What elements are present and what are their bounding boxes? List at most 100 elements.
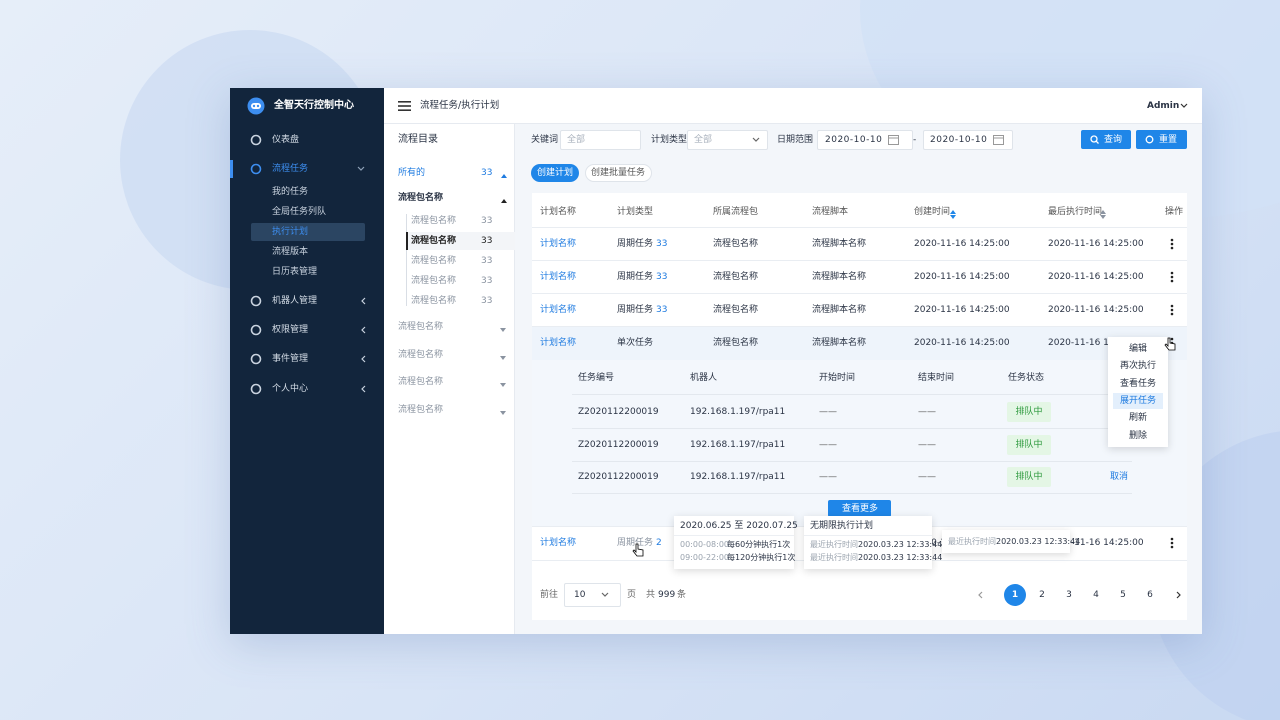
menu-icon bbox=[250, 353, 262, 365]
chevron bbox=[360, 326, 368, 334]
create-button[interactable] bbox=[531, 164, 579, 182]
created-time: 2020-11-16 14:25:00 bbox=[914, 305, 1010, 315]
chevron bbox=[1180, 102, 1188, 110]
last-time: 2020-11-16 14:25:00 bbox=[1048, 305, 1144, 315]
tree-group[interactable]: 流程包名称 bbox=[398, 404, 444, 415]
logo bbox=[247, 97, 265, 115]
sub-divider bbox=[572, 493, 1132, 494]
menu-toggle bbox=[398, 101, 411, 111]
submenu-item[interactable]: 全局任务列队 bbox=[272, 207, 327, 217]
tree-group[interactable]: 流程包名称 bbox=[398, 377, 444, 387]
row-divider bbox=[532, 326, 1187, 327]
plan-count: 33 bbox=[656, 305, 668, 315]
search-button[interactable] bbox=[1081, 130, 1131, 149]
tooltip-rule: 每60分钟执行1次 bbox=[727, 540, 791, 549]
plan-type: 周期任务 bbox=[617, 272, 654, 282]
plan-name[interactable]: 计划名称 bbox=[540, 305, 577, 315]
tree-item[interactable]: 流程包名称 bbox=[411, 256, 457, 266]
page-number[interactable]: 6 bbox=[1147, 590, 1153, 600]
package: 流程包名称 bbox=[713, 272, 759, 282]
submenu-item[interactable]: 日历表管理 bbox=[272, 267, 318, 277]
plan-name[interactable]: 计划名称 bbox=[540, 239, 577, 249]
input[interactable] bbox=[923, 130, 1013, 150]
date-value: 2020-10-10 bbox=[930, 135, 988, 145]
tree-item[interactable]: 流程包名称 bbox=[411, 276, 457, 286]
sub-header: 开始时间 bbox=[819, 373, 856, 383]
tooltip-label: 最近执行时间 bbox=[810, 553, 858, 562]
total-prefix: 共 bbox=[646, 590, 656, 600]
tooltip bbox=[674, 516, 794, 569]
chevron bbox=[977, 591, 985, 599]
script: 流程脚本名称 bbox=[812, 272, 867, 282]
more-label[interactable]: 查看更多 bbox=[841, 504, 879, 514]
plan-count: 33 bbox=[656, 272, 668, 282]
caret bbox=[500, 408, 506, 415]
tree-count: 33 bbox=[481, 216, 493, 226]
tree-group[interactable]: 流程包名称 bbox=[398, 322, 444, 332]
caret bbox=[950, 207, 956, 214]
tree-all[interactable]: 所有的 bbox=[398, 168, 426, 178]
input[interactable] bbox=[560, 130, 641, 150]
tree-item[interactable]: 流程包名称 bbox=[411, 236, 457, 246]
plan-type: 单次任务 bbox=[617, 338, 654, 348]
tooltip-rule: 每120分钟执行1次 bbox=[727, 553, 796, 562]
menu-item[interactable]: 流程任务 bbox=[272, 164, 309, 174]
plan-name[interactable]: 计划名称 bbox=[540, 338, 577, 348]
sub-cell: —— bbox=[819, 407, 837, 417]
sub-header: 结束时间 bbox=[918, 373, 955, 383]
user-name[interactable]: Admin bbox=[1147, 101, 1180, 111]
more-button[interactable] bbox=[828, 500, 891, 517]
page-size-select[interactable] bbox=[564, 583, 621, 607]
page-current[interactable] bbox=[1004, 584, 1026, 606]
caret bbox=[500, 325, 506, 332]
plan-name[interactable]: 计划名称 bbox=[540, 538, 577, 548]
sub-cell: 192.168.1.197/rpa11 bbox=[690, 407, 786, 417]
date-value: 2020-10-10 bbox=[825, 135, 883, 145]
menu-option[interactable]: 展开任务 bbox=[1119, 395, 1157, 406]
sub-divider bbox=[572, 394, 1132, 395]
row-divider bbox=[532, 260, 1187, 261]
submenu-item[interactable]: 流程版本 bbox=[272, 247, 309, 257]
create-label[interactable]: 创建计划 bbox=[536, 168, 574, 178]
page-number[interactable]: 2 bbox=[1039, 590, 1045, 600]
menu-icon bbox=[250, 324, 262, 336]
sub-header: 任务编号 bbox=[578, 373, 615, 383]
reset-button[interactable] bbox=[1136, 130, 1187, 149]
page-number[interactable]: 3 bbox=[1066, 590, 1072, 600]
menu-option[interactable]: 编辑 bbox=[1128, 344, 1148, 354]
tree-item[interactable]: 流程包名称 bbox=[411, 296, 457, 306]
batch-button[interactable] bbox=[585, 164, 652, 182]
last-time: 2020-11-16 14:25:00 bbox=[1048, 239, 1144, 249]
menu-item[interactable]: 事件管理 bbox=[272, 354, 309, 364]
input[interactable] bbox=[687, 130, 768, 150]
batch-label[interactable]: 创建批量任务 bbox=[590, 168, 646, 178]
tree-group[interactable]: 流程包名称 bbox=[398, 193, 444, 203]
status-text: 排队中 bbox=[1015, 407, 1043, 417]
package: 流程包名称 bbox=[713, 338, 759, 348]
menu-item[interactable]: 个人中心 bbox=[272, 384, 309, 394]
tree-group[interactable]: 流程包名称 bbox=[398, 349, 444, 360]
cancel-link[interactable]: 取消 bbox=[1110, 472, 1129, 482]
page-number[interactable]: 4 bbox=[1093, 590, 1099, 600]
plan-name[interactable]: 计划名称 bbox=[540, 272, 577, 282]
page-number[interactable]: 1 bbox=[1011, 590, 1019, 600]
menu-option[interactable]: 刷新 bbox=[1128, 413, 1148, 424]
menu-item[interactable]: 机器人管理 bbox=[272, 296, 318, 306]
menu-option[interactable]: 再次执行 bbox=[1119, 361, 1157, 372]
date-separator: - bbox=[913, 135, 917, 145]
search-label[interactable]: 查询 bbox=[1104, 135, 1123, 145]
tree-item[interactable]: 流程包名称 bbox=[411, 216, 457, 226]
menu-option[interactable]: 删除 bbox=[1128, 430, 1148, 441]
submenu-item[interactable]: 我的任务 bbox=[272, 187, 309, 197]
total-suffix: 条 bbox=[677, 590, 687, 600]
script: 流程脚本名称 bbox=[812, 239, 867, 249]
submenu-item[interactable]: 执行计划 bbox=[272, 227, 309, 237]
menu-option[interactable]: 查看任务 bbox=[1119, 378, 1157, 389]
filter-label: 计划类型 bbox=[651, 135, 688, 145]
created-time: 2020-11-16 14:25:00 bbox=[914, 272, 1010, 282]
page-number[interactable]: 5 bbox=[1120, 590, 1126, 600]
tree-selected bbox=[406, 232, 515, 250]
reset-label[interactable]: 重置 bbox=[1159, 135, 1178, 145]
menu-item[interactable]: 权限管理 bbox=[272, 325, 309, 335]
menu-item[interactable]: 仪表盘 bbox=[272, 135, 300, 145]
